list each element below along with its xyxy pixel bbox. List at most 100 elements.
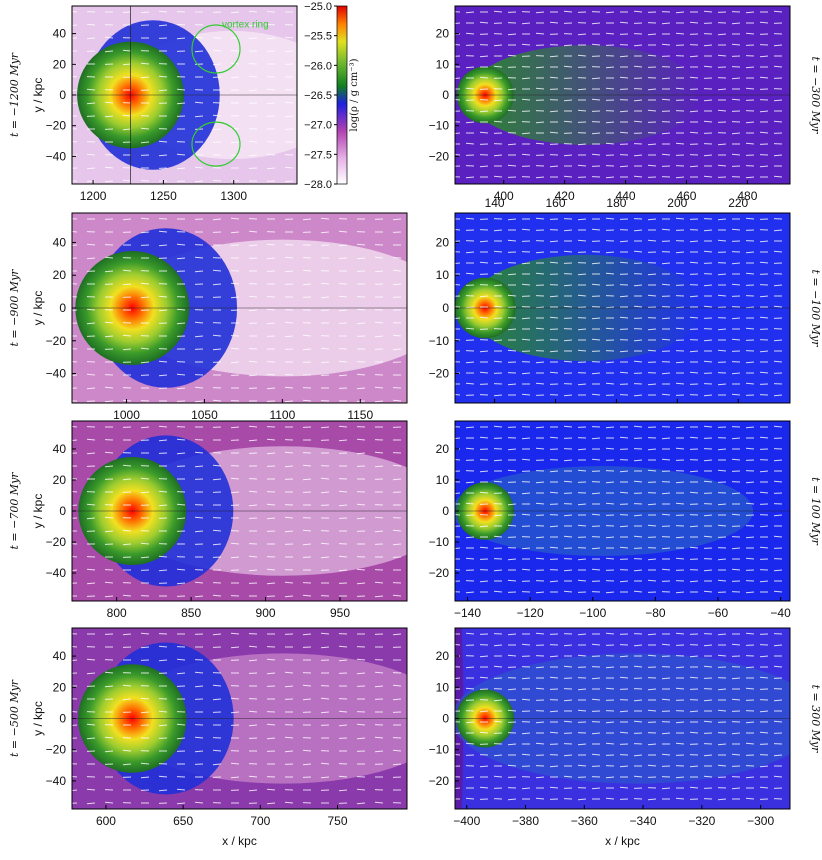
- x-tick-label: 140: [485, 196, 505, 210]
- y-tick-label: 0: [59, 712, 66, 726]
- y-tick-label: −40: [46, 566, 67, 580]
- y-axis-label: y / kpc: [31, 291, 45, 326]
- x-tick-label: 460: [676, 189, 696, 203]
- panel-right-1: 400 420 440 460 480 20 10 0 −10 −20 t = −300 Myr: [429, 5, 822, 203]
- y-tick-label: 40: [53, 27, 67, 41]
- y-tick-label: −20: [46, 535, 67, 549]
- velocity-arrows: [455, 632, 783, 801]
- y-tick-label: 20: [53, 268, 67, 282]
- y-tick-label: −20: [46, 119, 67, 133]
- vortex-ring-lower: [191, 121, 241, 167]
- velocity-arrows: [72, 425, 402, 598]
- panel-right-3: −140 −120 −100 −80 −60 −40 20 10 0 −10 −20 t = 100 …: [429, 420, 822, 620]
- y-tick-label: 0: [59, 301, 66, 315]
- y-tick-label: 20: [436, 235, 450, 249]
- y-tick-label: −20: [429, 566, 450, 580]
- x-tick-label: 650: [173, 814, 193, 828]
- x-tick-label: 1200: [80, 189, 107, 203]
- y-tick-label: −20: [429, 774, 450, 788]
- panel-right-2: 140 160 180 200 220 20 10 0 −10 −20 t = −100 Myr: [429, 196, 822, 404]
- x-tick-label: 1300: [220, 189, 247, 203]
- y-axis-label: y / kpc: [31, 494, 45, 529]
- x-tick-label: −60: [708, 606, 729, 620]
- time-label: t = −700 Myr: [8, 472, 21, 550]
- y-tick-label: −10: [429, 743, 450, 757]
- x-tick-label: 180: [606, 196, 626, 210]
- x-tick-label: 1250: [150, 189, 177, 203]
- y-tick-label: 20: [53, 473, 67, 487]
- x-tick-label: 800: [107, 606, 127, 620]
- y-tick-label: 10: [436, 57, 450, 71]
- velocity-arrows: [455, 425, 783, 594]
- y-tick-label: −10: [429, 119, 450, 133]
- time-label: t = −900 Myr: [8, 269, 21, 347]
- y-tick-label: −20: [429, 149, 450, 163]
- x-tick-label: 480: [737, 189, 757, 203]
- x-axis-label: x / kpc: [605, 834, 640, 848]
- panel-left-2: 1000 1050 1100 1150 40 20 0 −20 −40 y / kpc t = −9…: [8, 212, 408, 422]
- y-axis-label: y / kpc: [31, 701, 45, 736]
- colorbar-tick-label: −28.0: [304, 179, 332, 191]
- vortex-ring-upper: [191, 24, 241, 74]
- y-tick-label: −20: [46, 334, 67, 348]
- y-tick-label: 20: [53, 57, 67, 71]
- y-tick-label: 10: [436, 473, 450, 487]
- y-tick-label: 20: [436, 442, 450, 456]
- x-tick-label: −360: [571, 814, 598, 828]
- y-tick-label: 10: [436, 680, 450, 694]
- y-tick-label: 40: [53, 649, 67, 663]
- x-tick-label: −400: [453, 814, 480, 828]
- y-tick-label: −20: [46, 743, 67, 757]
- y-tick-label: 0: [442, 88, 449, 102]
- time-label: t = 100 Myr: [809, 477, 822, 546]
- y-tick-label: −10: [429, 334, 450, 348]
- y-tick-label: 20: [436, 649, 450, 663]
- x-tick-label: 850: [181, 606, 201, 620]
- panel-left-3: 800 850 900 950 40 20 0 −20 −40 y / kpc t = −700 M…: [8, 420, 408, 620]
- x-tick-label: 420: [555, 189, 575, 203]
- x-tick-label: 1050: [191, 408, 218, 422]
- y-tick-label: 0: [59, 504, 66, 518]
- y-tick-label: 0: [59, 88, 66, 102]
- y-tick-label: 10: [436, 268, 450, 282]
- x-tick-label: −340: [630, 814, 657, 828]
- x-tick-label: −380: [512, 814, 539, 828]
- colorbar-tick-label: −27.0: [304, 120, 332, 132]
- y-tick-label: 40: [53, 235, 67, 249]
- x-tick-label: 1150: [347, 408, 373, 422]
- x-tick-label: −80: [645, 606, 666, 620]
- x-tick-label: 1000: [113, 408, 140, 422]
- colorbar-label: log(ρ / g cm⁻³): [349, 58, 360, 131]
- panel-left-4: 600 650 700 750 40 20 0 −20 −40 y / kpc t = −500 M…: [8, 627, 408, 848]
- y-tick-label: −20: [429, 367, 450, 381]
- colorbar-gradient: [336, 5, 348, 185]
- x-tick-label: 900: [256, 606, 276, 620]
- colorbar: −25.0 −25.5 −26.0 −26.5 −27.0 −27.5 −28.0 log(ρ…: [304, 1, 360, 191]
- x-tick-label: −100: [579, 606, 606, 620]
- x-tick-label: −300: [747, 814, 774, 828]
- colorbar-tick-label: −26.5: [304, 90, 332, 102]
- colorbar-tick-label: −27.5: [304, 149, 332, 161]
- x-tick-label: 700: [250, 814, 270, 828]
- y-axis-label: y / kpc: [31, 78, 45, 113]
- x-tick-label: 160: [545, 196, 565, 210]
- y-tick-label: −10: [429, 535, 450, 549]
- x-tick-label: 220: [728, 196, 748, 210]
- y-tick-label: 40: [53, 442, 67, 456]
- y-tick-label: 20: [53, 680, 67, 694]
- panel-right-4: −400 −380 −360 −340 −320 −300 20 10 0 −10 −20 t = 3…: [429, 627, 822, 848]
- x-tick-label: −120: [517, 606, 544, 620]
- time-label: t = −300 Myr: [809, 56, 822, 134]
- velocity-arrows: [455, 217, 783, 397]
- colorbar-tick-label: −25.5: [304, 31, 332, 43]
- x-tick-label: 440: [616, 189, 636, 203]
- time-label: t = −1200 Myr: [8, 52, 21, 137]
- time-label: t = −100 Myr: [809, 269, 822, 347]
- y-tick-label: 20: [436, 27, 450, 41]
- colorbar-tick-label: −26.0: [304, 60, 332, 72]
- x-tick-label: 1100: [269, 408, 295, 422]
- x-tick-label: 400: [494, 189, 514, 203]
- time-label: t = 300 Myr: [809, 685, 822, 754]
- x-tick-label: −40: [770, 606, 791, 620]
